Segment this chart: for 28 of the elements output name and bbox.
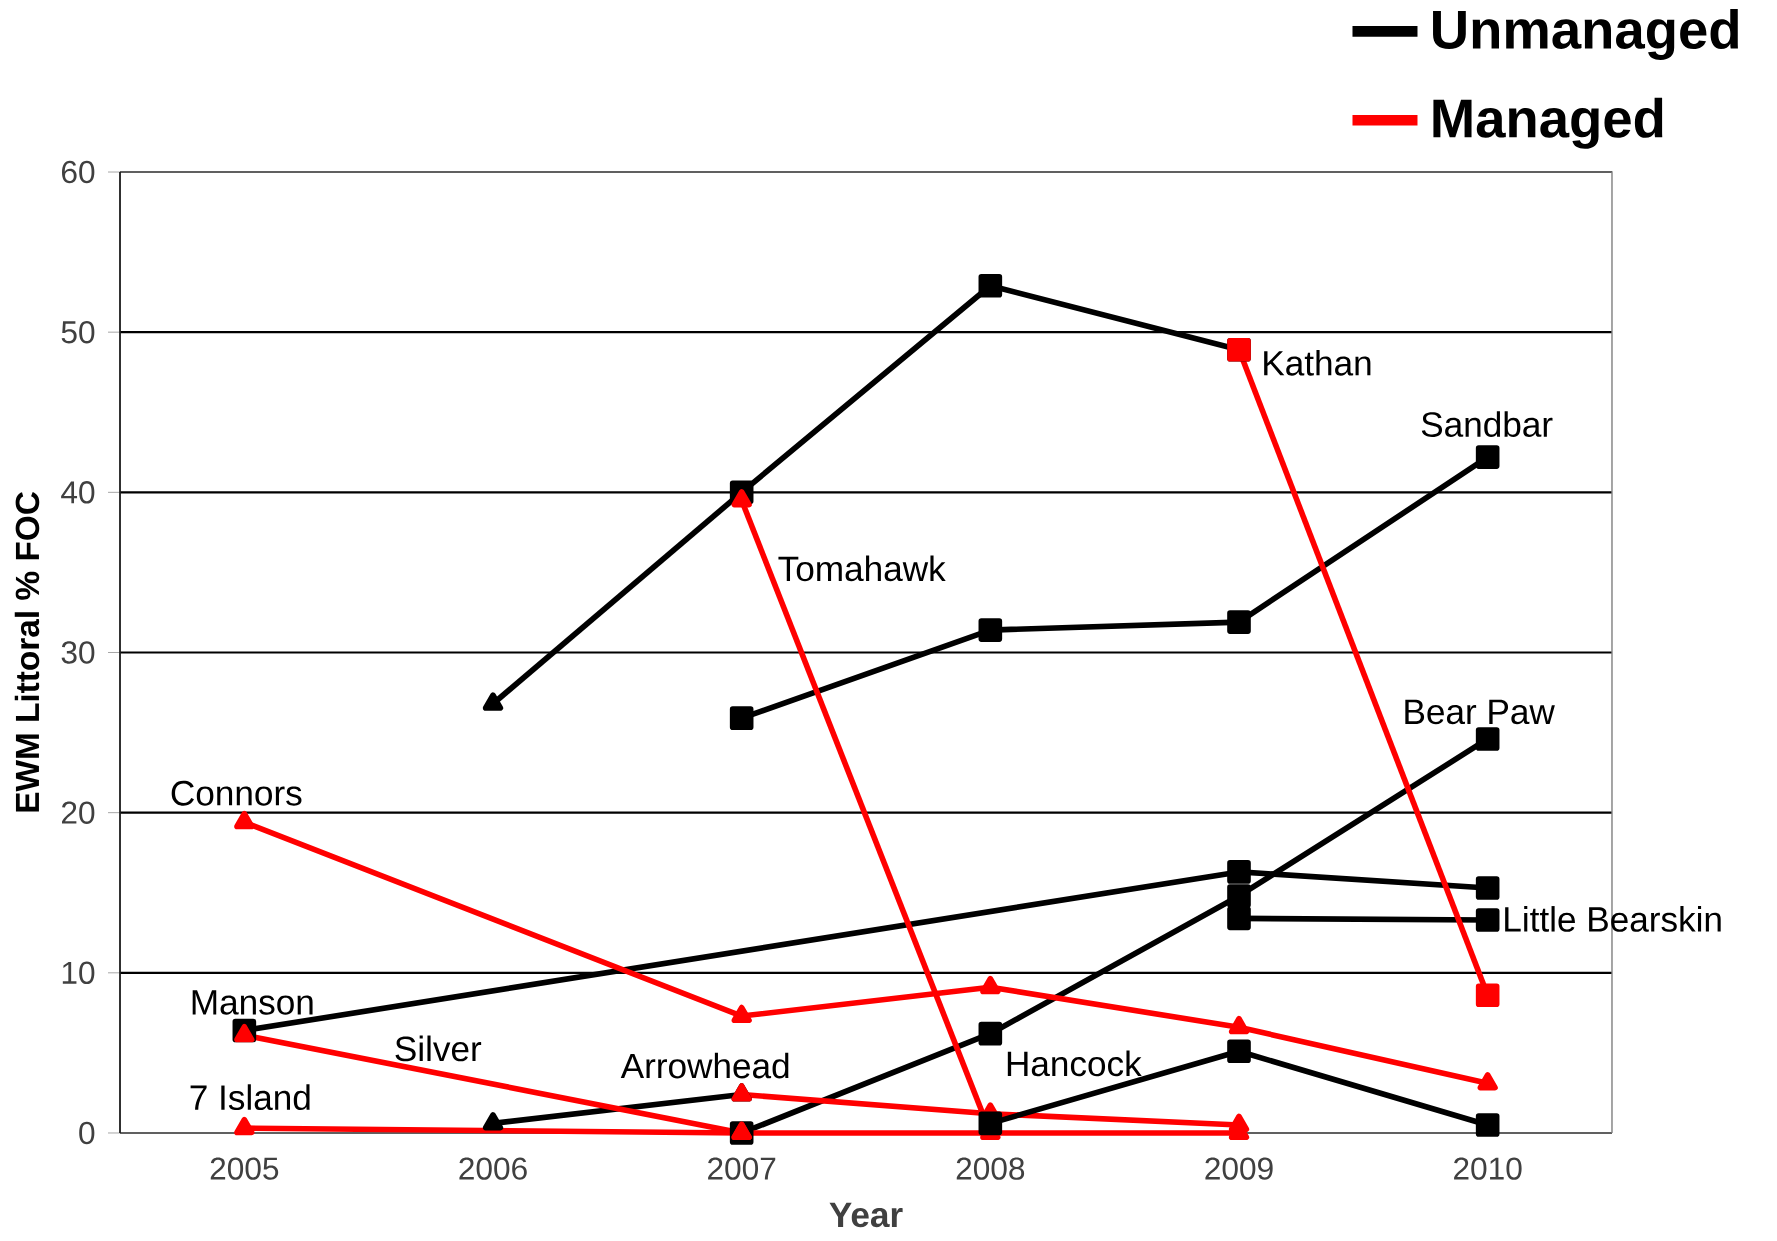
y-tick-label: 40: [61, 481, 95, 504]
x-tick-label: 2008: [956, 1157, 1025, 1180]
y-tick-label: 60: [62, 160, 95, 184]
y-tick-label: 30: [61, 641, 95, 664]
annotation: Kathan: [1264, 349, 1371, 376]
y-tick-label: 20: [62, 801, 95, 824]
x-tick-label: 2010: [1454, 1157, 1522, 1180]
annotation: Arrowhead: [620, 1052, 789, 1079]
annotation: Silver: [395, 1035, 482, 1062]
x-axis-title: Year: [829, 1202, 903, 1228]
x-tick-label: 2005: [210, 1157, 279, 1180]
y-tick-label: 50: [61, 320, 95, 344]
annotation: Manson: [192, 990, 313, 1015]
annotation: Hancock: [1007, 1050, 1142, 1077]
annotation: Sandbar: [1421, 411, 1553, 437]
legend-label: Unmanaged: [1433, 9, 1738, 60]
legend-label: Managed: [1433, 97, 1663, 149]
y-axis-title: EWM Littoral % FOC: [14, 492, 40, 812]
x-tick-label: 2006: [459, 1157, 527, 1180]
x-tick-label: 2007: [708, 1157, 776, 1180]
y-tick-label: 10: [62, 961, 95, 985]
annotation: Little Bearskin: [1505, 906, 1721, 932]
annotation: Tomahawk: [778, 555, 946, 582]
annotation: Bear Paw: [1405, 699, 1555, 725]
annotation: Connors: [171, 780, 302, 806]
annotation: 7 Island: [190, 1084, 310, 1111]
y-tick-label: 0: [79, 1121, 95, 1145]
x-tick-label: 2009: [1205, 1157, 1273, 1180]
